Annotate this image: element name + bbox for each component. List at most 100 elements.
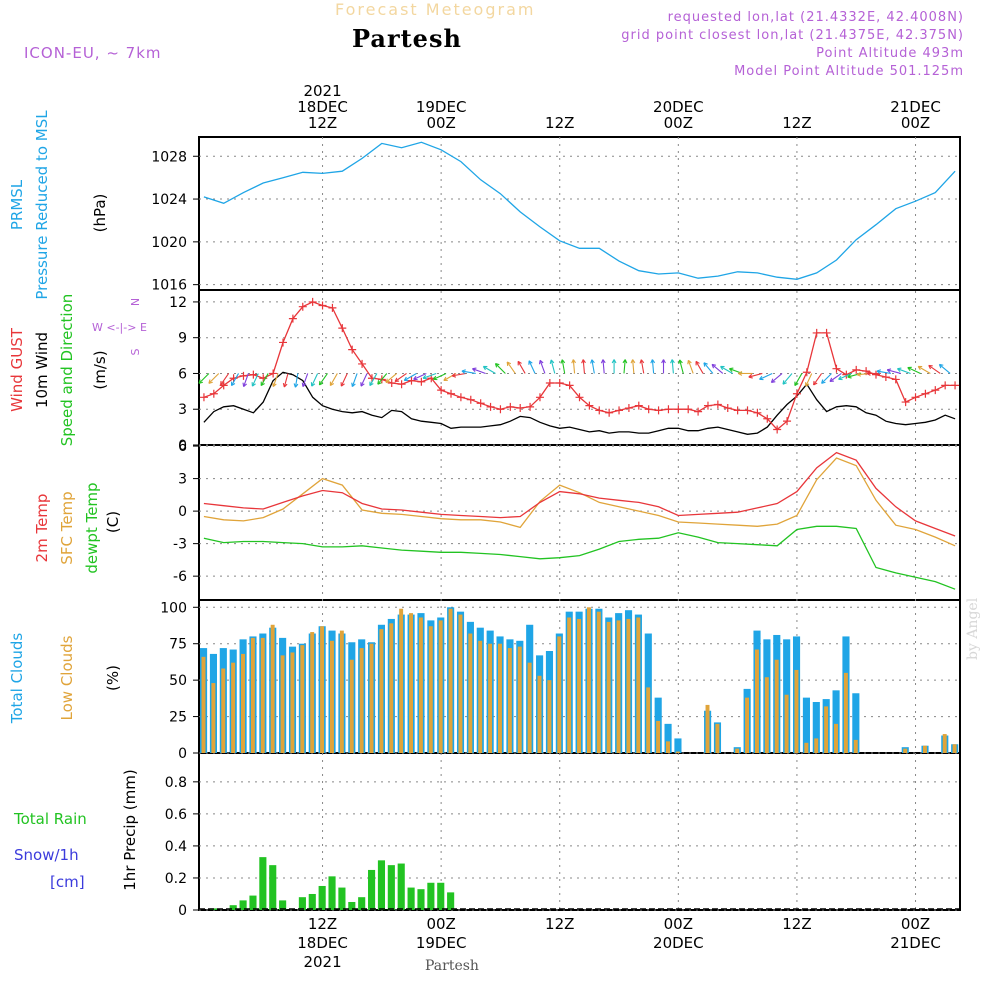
temp-2m-line: [203, 451, 956, 537]
gust-point-marker: [822, 328, 831, 337]
precip-axis-tick-label: 0.4: [165, 839, 187, 855]
rain-bar: [308, 893, 316, 910]
cloud-axis-tick-label: 100: [160, 600, 187, 616]
wind-direction-arrow: [351, 373, 358, 387]
wind-direction-arrow: [294, 373, 299, 388]
gust-point-marker: [674, 405, 683, 414]
wind-direction-arrowhead: [611, 359, 617, 364]
gust-point-marker: [417, 377, 426, 386]
low-clouds-label: Low Clouds: [58, 635, 76, 720]
pressure-axis-tick-label: 1016: [151, 278, 187, 294]
total-cloud-bar: [664, 723, 672, 753]
low-cloud-bar: [211, 683, 216, 753]
wind-direction-arrowhead: [451, 372, 457, 378]
gust-point-marker: [585, 401, 594, 410]
gust-point-marker: [387, 379, 396, 387]
low-cloud-bar: [329, 640, 334, 753]
gust-point-marker: [219, 381, 228, 390]
wind-direction-arrow: [198, 373, 210, 384]
bottom-time-label: 12Z: [545, 915, 574, 933]
wind-direction-arrowhead: [242, 382, 247, 388]
gust-point-marker: [753, 408, 762, 417]
wind-direction-arrow: [404, 372, 417, 381]
precip-axis-tick-label: 0: [178, 903, 187, 919]
wind-direction-arrow: [208, 373, 220, 384]
location-title: Partesh: [352, 24, 462, 53]
low-cloud-bar: [537, 675, 542, 753]
low-cloud-bar: [586, 607, 591, 753]
wind-direction-arrow: [748, 372, 763, 378]
wind-direction-arrow: [283, 373, 289, 388]
gust-point-marker: [792, 389, 801, 398]
gust-point-marker: [199, 393, 208, 402]
rain-bar: [298, 897, 306, 910]
cloud-axis-tick-label: 50: [169, 673, 187, 689]
wind-direction-arrow: [591, 359, 595, 374]
gust-point-marker: [901, 398, 910, 407]
wind-direction-arrowhead: [581, 359, 586, 364]
wind-direction-arrow: [231, 373, 240, 386]
low-cloud-bar: [764, 677, 769, 753]
low-cloud-bar: [754, 649, 759, 753]
rain-bar: [269, 865, 277, 910]
wind-direction-arrowhead: [293, 383, 299, 388]
bottom-time-label: 18DEC: [297, 934, 348, 952]
wind-direction-arrowhead: [528, 360, 533, 365]
wind-direction-arrowhead: [220, 380, 225, 386]
low-cloud-bar: [616, 620, 621, 753]
wind-direction-arrowhead: [738, 371, 743, 376]
gust-point-marker: [269, 369, 278, 378]
low-cloud-bar: [794, 669, 799, 753]
gust-point-marker: [565, 381, 574, 390]
wind-direction-arrow: [703, 362, 714, 374]
gust-point-marker: [358, 359, 367, 368]
gust-point-marker: [288, 314, 297, 323]
wind-direction-arrow: [318, 373, 328, 386]
total-cloud-bar: [802, 697, 810, 753]
low-cloud-bar: [458, 614, 463, 753]
gust-point-marker: [279, 338, 288, 347]
model-point-altitude: Model Point Altitude 501.125m: [734, 64, 964, 79]
wind-direction-arrow: [887, 369, 901, 374]
low-cloud-bar: [201, 656, 206, 753]
wind-direction-arrow: [311, 373, 319, 387]
wind-direction-arrowhead: [794, 381, 799, 387]
wind-direction-arrowhead: [538, 359, 544, 365]
low-cloud-bar: [922, 745, 927, 753]
wind-direction-arrowhead: [282, 382, 288, 388]
gust-point-marker: [802, 368, 811, 377]
wind-direction-arrowhead: [650, 359, 656, 364]
gust-point-marker: [812, 328, 821, 337]
wind-direction-arrowhead: [377, 380, 382, 385]
wind-direction-arrow: [302, 373, 309, 387]
snow-label: Snow/1h: [14, 846, 79, 864]
wind-direction-arrow: [928, 364, 941, 374]
gust-point-marker: [684, 405, 693, 414]
total-rain-label: Total Rain: [13, 810, 87, 828]
rain-bar: [417, 889, 425, 910]
gust-point-marker: [506, 402, 515, 411]
bottom-time-label: 12Z: [782, 915, 811, 933]
low-cloud-bar: [478, 640, 483, 753]
low-cloud-bar: [418, 617, 423, 753]
top-time-label: 18DEC: [297, 98, 348, 116]
low-cloud-bar: [428, 626, 433, 753]
wind-direction-arrowhead: [369, 381, 374, 387]
low-cloud-bar: [320, 626, 325, 753]
pressure-label-msl: Pressure Reduced to MSL: [33, 110, 51, 300]
wind-direction-arrow: [272, 373, 279, 387]
wind-direction-arrowhead: [472, 367, 477, 373]
wind-direction-arrow: [561, 359, 566, 374]
wind-direction-arrow: [623, 359, 626, 374]
low-cloud-bar: [547, 680, 552, 753]
wind-direction-arrow: [483, 365, 496, 374]
wind-direction-arrowhead: [838, 375, 843, 381]
wind-direction-arrow: [377, 373, 388, 385]
low-cloud-bar: [349, 659, 354, 753]
low-cloud-bar: [468, 633, 473, 753]
wind-direction-arrow: [385, 373, 398, 383]
forecast-title: Forecast Meteogram: [335, 0, 536, 19]
rain-bar: [368, 869, 376, 910]
low-cloud-bar: [843, 672, 848, 753]
